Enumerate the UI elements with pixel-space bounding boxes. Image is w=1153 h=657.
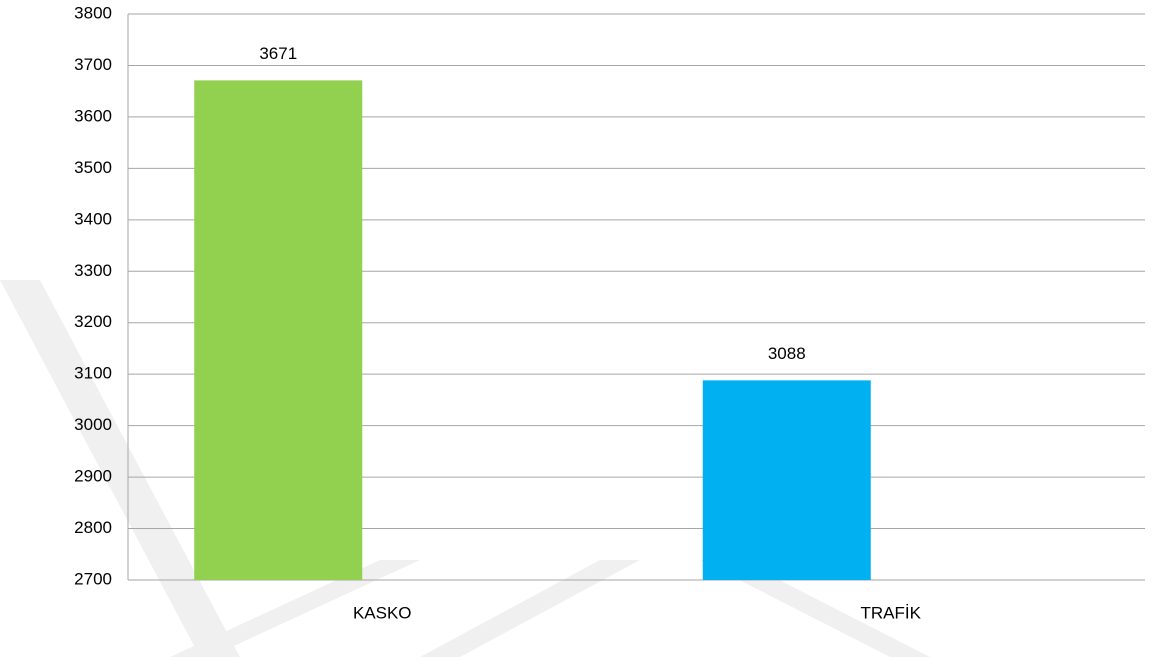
data-label: 3088 (768, 344, 806, 363)
y-tick-label: 3700 (74, 55, 112, 74)
data-label: 3671 (259, 44, 297, 63)
y-tick-label: 3000 (74, 415, 112, 434)
y-tick-label: 3400 (74, 209, 112, 228)
y-tick-label: 2800 (74, 518, 112, 537)
y-tick-label: 2900 (74, 467, 112, 486)
y-tick-label: 3300 (74, 261, 112, 280)
y-tick-label: 3600 (74, 106, 112, 125)
x-tick-label: KASKO (353, 603, 412, 622)
y-tick-label: 2700 (74, 569, 112, 588)
y-tick-label: 3100 (74, 364, 112, 383)
watermark (0, 280, 930, 657)
bar (194, 80, 363, 580)
x-tick-label: TRAFİK (861, 603, 922, 622)
y-tick-label: 3200 (74, 312, 112, 331)
y-tick-label: 3500 (74, 158, 112, 177)
bar (702, 380, 871, 580)
y-tick-label: 3800 (74, 3, 112, 22)
